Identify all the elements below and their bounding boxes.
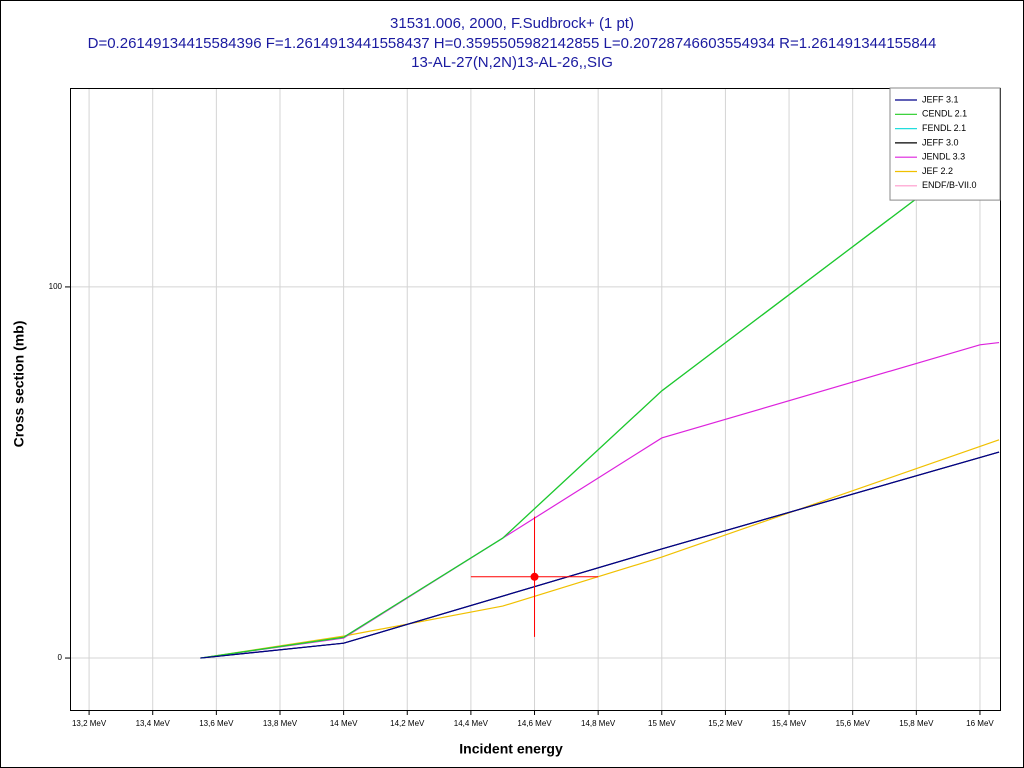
data-point [530, 572, 539, 581]
x-tick-label: 14 MeV [330, 719, 358, 728]
legend-box [889, 87, 1001, 201]
grid [70, 88, 1000, 710]
chart-title: 31531.006, 2000, F.Sudbrock+ (1 pt) [390, 15, 634, 32]
series-line [200, 451, 1000, 659]
x-tick-label: 13,2 MeV [72, 719, 107, 728]
x-tick-label: 16 MeV [966, 719, 994, 728]
x-tick-label: 13,6 MeV [199, 719, 234, 728]
series-line [200, 135, 1000, 659]
ticks: 13,2 MeV 13,4 MeV 13,6 MeV 13,8 MeV 14 MeV 14… [49, 282, 995, 728]
y-tick-label: 100 [49, 282, 63, 291]
y-tick-label: 0 [58, 653, 63, 662]
y-axis-label: Cross section (mb) [11, 321, 27, 448]
reaction-label: 13-AL-27(N,2N)13-AL-26,,SIG [411, 54, 613, 71]
series-line [200, 341, 1000, 659]
legend: JEFF 3.1 CENDL 2.1 FENDL 2.1 JEFF 3.0 JENDL … [889, 87, 1001, 201]
legend-label: JENDL 3.3 [922, 152, 965, 162]
x-tick-label: 13,4 MeV [136, 719, 171, 728]
legend-label: JEFF 3.1 [922, 94, 959, 104]
x-tick-label: 14,6 MeV [517, 719, 552, 728]
series-line [200, 439, 1000, 659]
x-tick-label: 14,2 MeV [390, 719, 425, 728]
x-tick-label: 15,4 MeV [772, 719, 807, 728]
x-tick-label: 15,6 MeV [836, 719, 871, 728]
plot-frame [70, 88, 1001, 711]
x-tick-label: 14,4 MeV [454, 719, 489, 728]
x-tick-label: 15,8 MeV [899, 719, 934, 728]
legend-label: JEFF 3.0 [922, 137, 959, 147]
plot-area [200, 135, 1000, 659]
chart-subtitle: D=0.26149134415584396 F=1.26149134415584… [88, 35, 937, 52]
x-tick-label: 13,8 MeV [263, 719, 298, 728]
x-tick-label: 14,8 MeV [581, 719, 616, 728]
x-axis-label: Incident energy [459, 741, 563, 757]
x-tick-label: 15 MeV [648, 719, 676, 728]
legend-label: JEF 2.2 [922, 166, 953, 176]
x-tick-label: 15,2 MeV [708, 719, 743, 728]
legend-label: ENDF/B-VII.0 [922, 180, 977, 190]
legend-label: FENDL 2.1 [922, 123, 966, 133]
legend-label: CENDL 2.1 [922, 109, 967, 119]
